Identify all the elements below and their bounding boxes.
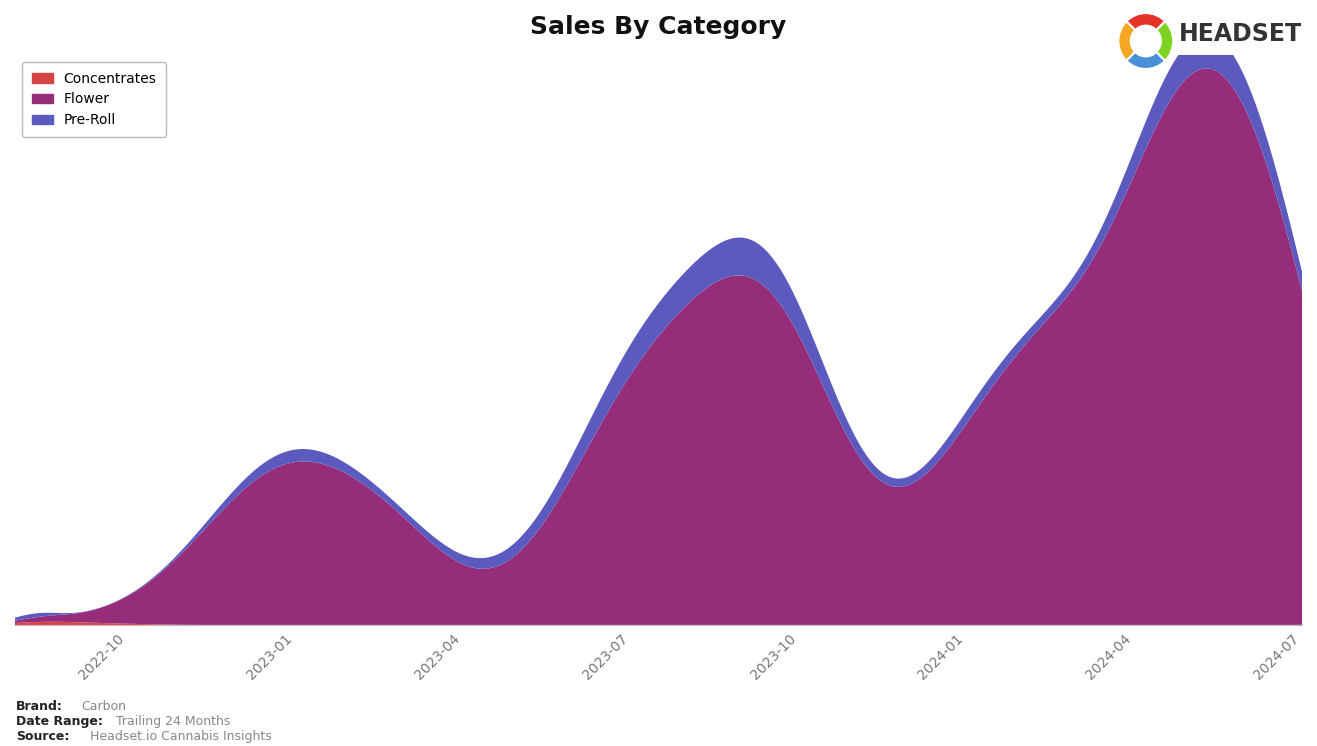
- Wedge shape: [1126, 52, 1166, 69]
- Text: Headset.io Cannabis Insights: Headset.io Cannabis Insights: [90, 730, 271, 743]
- Title: Sales By Category: Sales By Category: [531, 15, 786, 39]
- Text: Source:: Source:: [16, 730, 70, 743]
- Wedge shape: [1156, 21, 1173, 61]
- Text: Brand:: Brand:: [16, 700, 63, 713]
- Text: Date Range:: Date Range:: [16, 715, 103, 728]
- Wedge shape: [1126, 13, 1166, 30]
- Text: Trailing 24 Months: Trailing 24 Months: [116, 715, 230, 728]
- Text: HEADSET: HEADSET: [1179, 22, 1301, 46]
- Wedge shape: [1118, 21, 1135, 61]
- Text: Carbon: Carbon: [82, 700, 126, 713]
- Legend: Concentrates, Flower, Pre-Roll: Concentrates, Flower, Pre-Roll: [22, 62, 166, 137]
